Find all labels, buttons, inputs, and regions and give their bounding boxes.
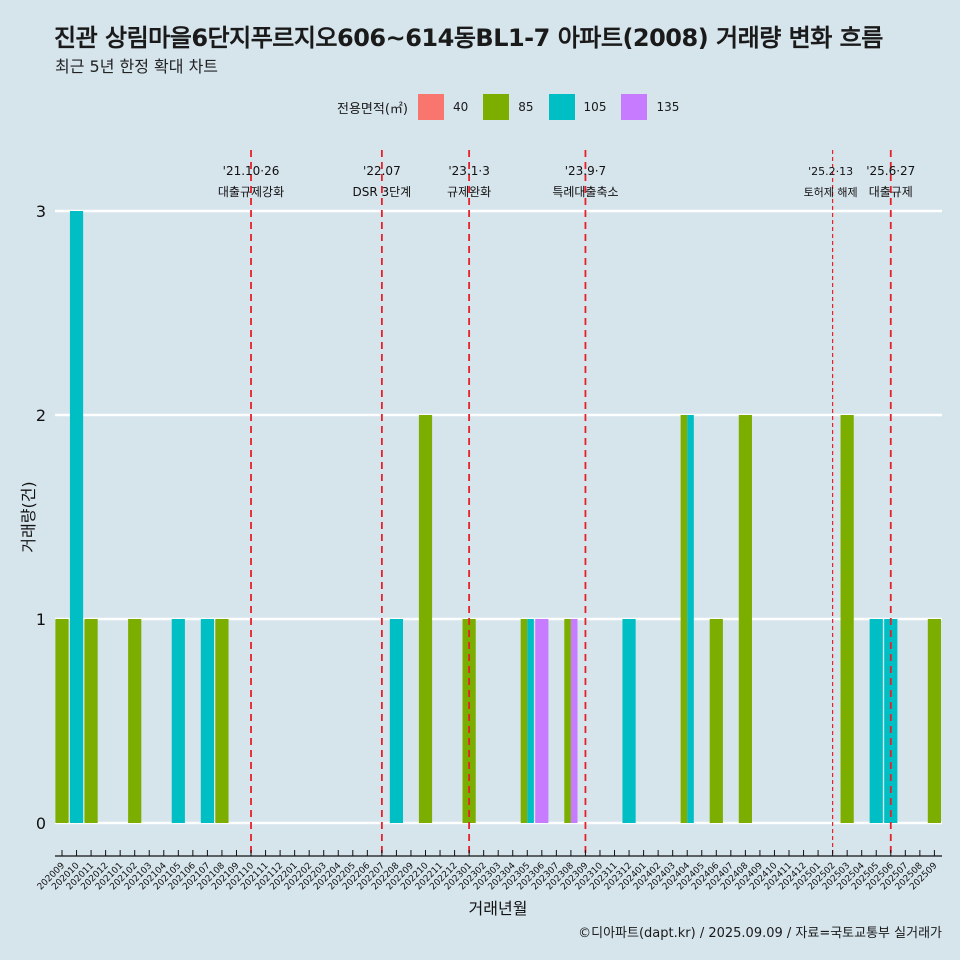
legend-swatch-105 [548, 94, 575, 120]
bar-202208-105 [389, 619, 404, 823]
bar-202312-105 [622, 619, 636, 823]
bar-202301-85 [462, 619, 476, 823]
legend-title: 전용면적(㎡) [337, 101, 408, 117]
event-date-label: '22.07 [363, 164, 401, 178]
bar-202506-105 [884, 619, 898, 823]
bar-202308-85 [564, 619, 571, 823]
event-date-label: '21.10·26 [223, 164, 280, 178]
event-date-label: '23.9·7 [565, 164, 606, 178]
y-tick-label: 1 [36, 610, 46, 629]
source-caption: ©디아파트(dapt.kr) / 2025.09.09 / 자료=국토교통부 실… [578, 926, 942, 941]
bar-202404-85 [680, 415, 688, 823]
bar-202010-105 [69, 211, 84, 823]
event-name-label: 토허제 해제 [804, 185, 858, 199]
x-axis-title: 거래년월 [469, 899, 528, 918]
bar-202107-105 [200, 619, 214, 823]
legend-swatch-40 [417, 94, 444, 120]
bar-202011-85 [84, 619, 98, 823]
bar-202503-85 [840, 415, 854, 823]
y-tick-label: 2 [36, 406, 46, 425]
legend-label-85: 85 [518, 100, 534, 114]
y-axis: 0 1 2 3 [36, 202, 46, 833]
bar-202102-85 [128, 619, 142, 823]
bar-202108-85 [215, 619, 229, 823]
legend: 전용면적(㎡) 40 85 105 135 [337, 93, 694, 121]
bar-202406-85 [709, 619, 723, 823]
bar-202009-85 [55, 619, 69, 823]
legend-swatch-85 [483, 94, 510, 120]
legend-label-105: 105 [583, 100, 607, 114]
event-date-label: '25.6·27 [866, 164, 915, 178]
event-date-label: '25.2·13 [808, 165, 853, 178]
bar-202509-85 [927, 619, 941, 823]
bars [55, 211, 941, 823]
chart-subtitle: 최근 5년 한정 확대 차트 [55, 57, 219, 76]
bar-202305-85 [520, 619, 528, 823]
bar-202308-135 [570, 619, 578, 823]
x-axis: 2020092020102020112020122021012021022021… [36, 850, 942, 892]
legend-swatch-135 [621, 94, 648, 120]
event-lines: '21.10·26 대출규제강화 '22.07 DSR 3단계 '23.1·3 규제완화 '… [218, 150, 915, 855]
event-name-label: DSR 3단계 [353, 185, 412, 199]
bar-202505-105 [869, 619, 883, 823]
chart-title: 진관 상림마을6단지푸르지오606~614동BL1-7 아파트(2008) 거래… [54, 24, 883, 52]
bar-202210-85 [418, 415, 433, 823]
gridlines [55, 209, 942, 825]
bar-202105-105 [171, 619, 185, 823]
event-date-label: '23.1·3 [448, 164, 489, 178]
y-tick-label: 3 [36, 202, 46, 221]
event-name-label: 규제완화 [447, 185, 491, 199]
legend-label-135: 135 [656, 100, 680, 114]
event-name-label: 대출규제강화 [218, 185, 284, 199]
bar-202408-85 [738, 415, 752, 823]
event-name-label: 대출규제 [869, 185, 913, 199]
bar-202305-105 [527, 619, 534, 823]
bar-202306-135 [535, 619, 549, 823]
y-tick-label: 0 [36, 814, 46, 833]
bar-202404-105 [687, 415, 694, 823]
legend-label-40: 40 [452, 100, 469, 114]
event-name-label: 특례대출축소 [552, 185, 618, 199]
y-axis-title: 거래량(건) [19, 481, 38, 552]
